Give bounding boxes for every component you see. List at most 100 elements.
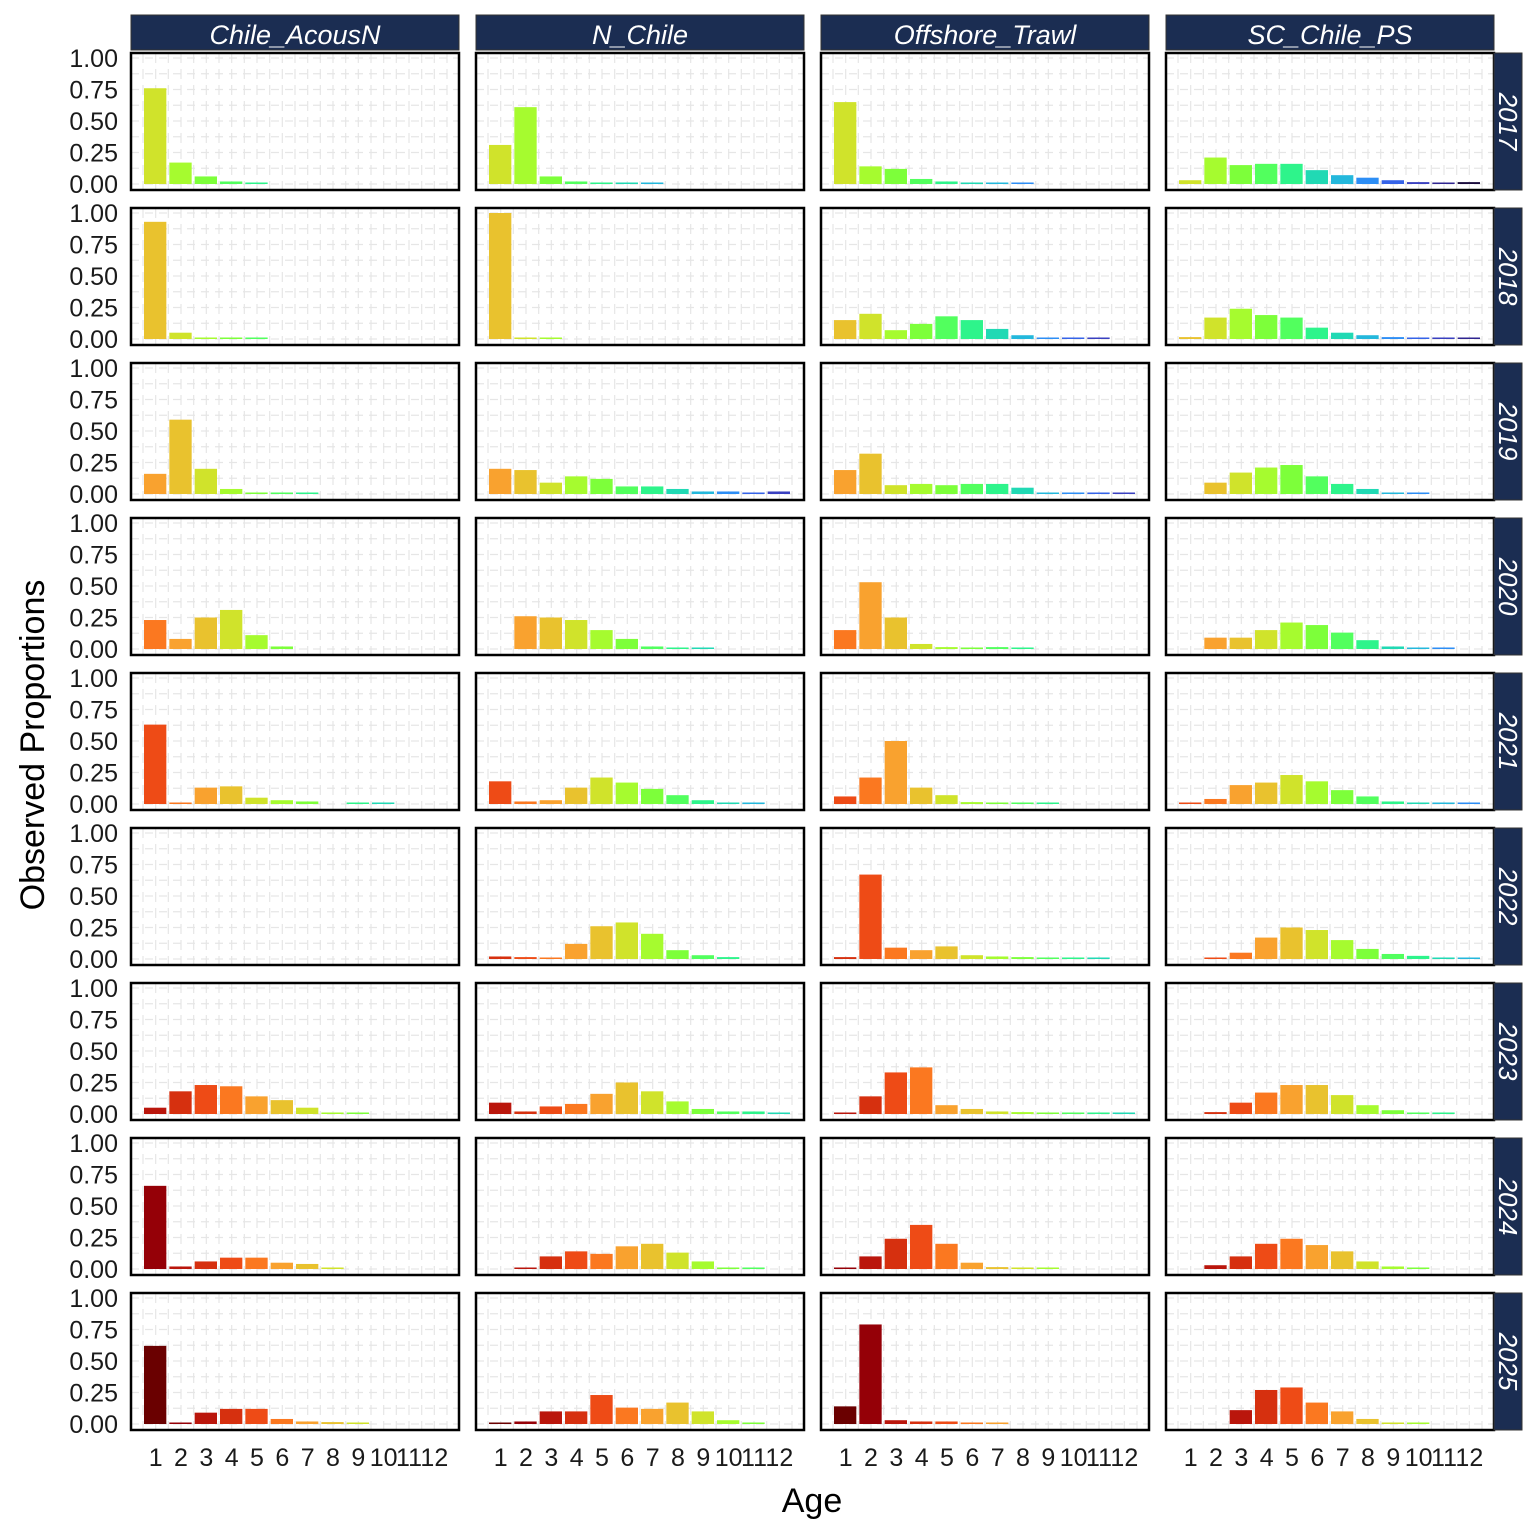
y-tick-label: 0.25 bbox=[69, 1225, 118, 1253]
gridlines bbox=[821, 983, 1149, 1120]
panel-SC_Chile_PS-2022 bbox=[1164, 826, 1496, 967]
gridlines bbox=[821, 673, 1149, 810]
bar-age-7 bbox=[986, 1422, 1009, 1424]
y-tick-label: 1.00 bbox=[69, 45, 118, 73]
bar-age-3 bbox=[884, 1072, 907, 1114]
strip-background bbox=[475, 14, 805, 51]
bar-age-8 bbox=[1011, 647, 1034, 649]
bar-age-1 bbox=[834, 630, 857, 649]
bar-age-9 bbox=[691, 1411, 714, 1424]
bar-age-9 bbox=[691, 1108, 714, 1114]
panel-border bbox=[129, 981, 461, 1122]
bar-age-2 bbox=[1204, 1112, 1227, 1114]
bar-age-4 bbox=[1255, 1389, 1278, 1424]
bar-age-5 bbox=[590, 182, 613, 184]
bar-age-7 bbox=[986, 328, 1009, 339]
panel-border bbox=[819, 206, 1151, 347]
panel-Offshore_Trawl-2021 bbox=[819, 671, 1151, 812]
y-tick-label: 1.00 bbox=[69, 510, 118, 538]
bar-age-3 bbox=[194, 787, 217, 804]
panel-N_Chile-2018 bbox=[474, 206, 806, 347]
bar-age-9 bbox=[691, 491, 714, 494]
x-tick-label: 2 bbox=[864, 1444, 878, 1472]
y-tick-label: 0.75 bbox=[69, 1007, 118, 1035]
bar-age-2 bbox=[169, 332, 192, 339]
x-tick-label: 11 bbox=[396, 1444, 422, 1472]
bar-age-1 bbox=[834, 320, 857, 339]
bar-age-8 bbox=[666, 1402, 689, 1424]
gridlines bbox=[131, 673, 459, 810]
panel-border bbox=[129, 826, 461, 967]
panel-N_Chile-2025 bbox=[474, 1291, 806, 1432]
bar-age-3 bbox=[194, 1261, 217, 1269]
bar-age-10 bbox=[1407, 1267, 1430, 1269]
bar-age-4 bbox=[910, 1067, 933, 1114]
bar-age-9 bbox=[1381, 492, 1404, 494]
bar-age-2 bbox=[859, 313, 882, 339]
y-tick-label: 0.25 bbox=[69, 760, 118, 788]
bar-age-7 bbox=[641, 646, 664, 649]
gridlines bbox=[131, 208, 459, 345]
bar-age-4 bbox=[1255, 937, 1278, 959]
strip-label: 2025 bbox=[1493, 1332, 1523, 1391]
bar-age-3 bbox=[194, 1412, 217, 1424]
bar-age-2 bbox=[514, 107, 537, 184]
bar-age-9 bbox=[691, 955, 714, 959]
bar-age-2 bbox=[514, 957, 537, 959]
bar-age-5 bbox=[935, 316, 958, 339]
strip-background bbox=[1165, 14, 1495, 51]
bar-age-3 bbox=[884, 168, 907, 184]
y-tick-label: 0.75 bbox=[69, 1317, 118, 1345]
bar-age-12 bbox=[1457, 957, 1480, 959]
y-tick-label: 1.00 bbox=[69, 820, 118, 848]
y-tick-label: 0.25 bbox=[69, 1380, 118, 1408]
x-tick-label: 10 bbox=[715, 1444, 743, 1472]
bar-age-10 bbox=[1407, 182, 1430, 184]
bar-age-5 bbox=[245, 635, 268, 649]
bar-age-9 bbox=[1381, 180, 1404, 184]
bar-age-1 bbox=[144, 473, 167, 494]
bar-age-2 bbox=[859, 874, 882, 959]
bar-age-6 bbox=[270, 1100, 293, 1114]
bar-age-9 bbox=[1036, 1112, 1059, 1114]
panel-N_Chile-2023 bbox=[474, 981, 806, 1122]
panel-Chile_AcousN-2018 bbox=[129, 206, 461, 347]
panel-border bbox=[819, 671, 1151, 812]
bar-age-9 bbox=[1381, 646, 1404, 649]
bar-age-6 bbox=[1305, 327, 1328, 339]
bar-age-9 bbox=[346, 802, 369, 804]
bar-age-11 bbox=[1432, 337, 1455, 339]
x-tick-label: 8 bbox=[1361, 1444, 1375, 1472]
bar-age-11 bbox=[1432, 1112, 1455, 1114]
bar-age-6 bbox=[615, 638, 638, 649]
bar-age-9 bbox=[346, 1112, 369, 1114]
facet-strip-Chile_AcousN: Chile_AcousN bbox=[130, 14, 460, 51]
bar-age-4 bbox=[220, 337, 243, 339]
bar-age-6 bbox=[615, 486, 638, 494]
panel-Chile_AcousN-2017 bbox=[129, 51, 461, 192]
bar-age-12 bbox=[1457, 337, 1480, 339]
bar-age-7 bbox=[986, 1111, 1009, 1114]
x-tick-label: 4 bbox=[1260, 1444, 1274, 1472]
bar-age-1 bbox=[144, 1185, 167, 1269]
y-tick-label: 0.00 bbox=[69, 481, 118, 509]
bar-age-11 bbox=[742, 1111, 765, 1114]
bar-age-8 bbox=[1356, 488, 1379, 494]
y-tick-label: 0.75 bbox=[69, 77, 118, 105]
bar-age-2 bbox=[514, 616, 537, 649]
x-tick-label: 11 bbox=[1086, 1444, 1112, 1472]
gridlines bbox=[131, 53, 459, 190]
x-tick-label: 3 bbox=[1234, 1444, 1248, 1472]
bar-age-7 bbox=[1331, 1095, 1354, 1114]
bar-age-7 bbox=[296, 801, 319, 804]
bar-age-6 bbox=[270, 1262, 293, 1269]
y-tick-label: 0.50 bbox=[69, 1348, 118, 1376]
bar-age-2 bbox=[1204, 798, 1227, 804]
bar-age-2 bbox=[169, 802, 192, 804]
bar-age-3 bbox=[1229, 785, 1252, 804]
panel-border bbox=[474, 981, 806, 1122]
bar-age-3 bbox=[884, 947, 907, 959]
panel-border bbox=[819, 826, 1151, 967]
bar-age-7 bbox=[986, 1267, 1009, 1269]
